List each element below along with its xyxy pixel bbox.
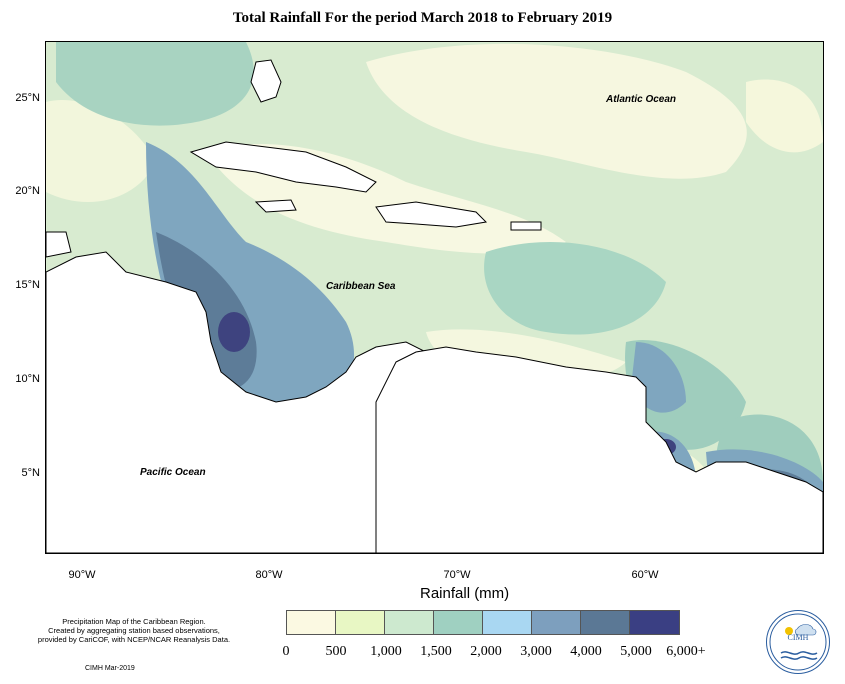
jamaica-land	[254, 199, 297, 213]
south-america-land	[375, 346, 823, 553]
lat-label-10n: 10°N	[15, 373, 40, 385]
lon-label-60w: 60°W	[631, 569, 659, 581]
legend-tick-label: 1,500	[420, 644, 452, 659]
map-description: Precipitation Map of the Caribbean Regio…	[0, 617, 268, 644]
florida-land	[250, 59, 282, 103]
rainfall-map	[45, 41, 824, 554]
caribbean-sea-label: Caribbean Sea	[326, 281, 396, 292]
legend-color-bar	[286, 610, 680, 635]
map-description-line: provided by CariCOF, with NCEP/NCAR Rean…	[37, 635, 231, 644]
legend-tick-label: 0	[282, 644, 290, 659]
yucatan-land	[46, 231, 72, 258]
cuba-land	[189, 141, 377, 193]
wet-zone-east-caribbean	[484, 242, 666, 335]
lon-label-90w: 90°W	[68, 569, 96, 581]
cimh-logo: CIMH	[766, 610, 830, 674]
lat-label-15n: 15°N	[15, 279, 40, 291]
map-title: Total Rainfall For the period March 2018…	[232, 10, 613, 26]
legend-swatch-2	[385, 611, 434, 634]
map-credit: CIMH Mar-2019	[85, 665, 135, 672]
peak-rainfall-costa-rica	[218, 312, 250, 352]
legend-swatch-1	[336, 611, 385, 634]
legend-tick-label: 500	[325, 644, 347, 659]
wet-zone-gulf	[56, 42, 254, 126]
dry-zone-north	[366, 43, 747, 179]
map-description-line: Created by aggregating station based obs…	[48, 626, 220, 635]
central-america-land	[46, 251, 427, 553]
legend-tick-label: 2,000	[470, 644, 502, 659]
legend-swatch-3	[434, 611, 483, 634]
lon-label-70w: 70°W	[443, 569, 471, 581]
lat-label-25n: 25°N	[15, 92, 40, 104]
legend-tick-label: 1,000	[370, 644, 402, 659]
legend-tick-label: 5,000	[620, 644, 652, 659]
map-description-line: Precipitation Map of the Caribbean Regio…	[62, 617, 206, 626]
legend-tick-label: 6,000+	[666, 644, 706, 659]
dry-zone-gulf	[46, 100, 156, 202]
legend-swatch-7	[630, 611, 679, 634]
legend-swatch-4	[483, 611, 532, 634]
hispaniola-land	[375, 201, 488, 228]
cimh-logo-text: CIMH	[787, 633, 809, 642]
dry-zone-east	[746, 79, 823, 153]
legend-swatch-6	[581, 611, 630, 634]
atlantic-ocean-label: Atlantic Ocean	[606, 94, 677, 105]
lat-label-5n: 5°N	[21, 467, 40, 479]
legend-swatch-5	[532, 611, 581, 634]
legend-tick-label: 4,000	[570, 644, 602, 659]
legend-units-label: Rainfall (mm)	[420, 585, 510, 602]
legend-tick-label: 3,000	[520, 644, 552, 659]
legend-swatch-0	[287, 611, 336, 634]
puerto-rico-land	[510, 221, 542, 231]
rainfall-surface	[46, 42, 823, 553]
pacific-ocean-label: Pacific Ocean	[140, 467, 206, 478]
land-masses	[46, 59, 823, 553]
lat-label-20n: 20°N	[15, 185, 40, 197]
cimh-emblem-icon	[769, 613, 827, 671]
lon-label-80w: 80°W	[255, 569, 283, 581]
